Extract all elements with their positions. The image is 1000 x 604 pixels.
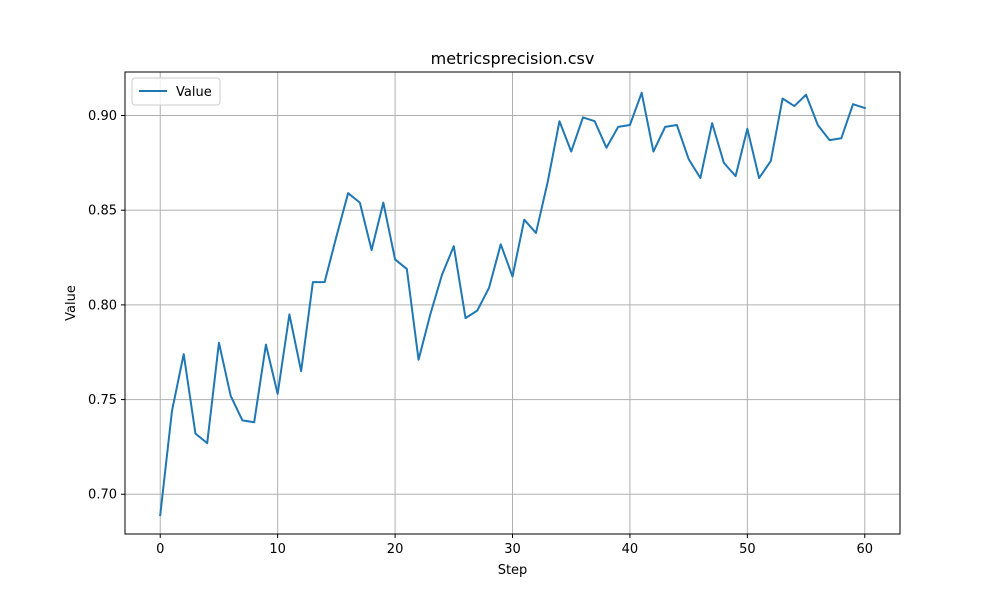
x-tick-label: 40: [622, 542, 639, 557]
x-tick-label: 60: [856, 542, 873, 557]
x-tick-label: 50: [739, 542, 756, 557]
y-tick-label: 0.75: [88, 393, 117, 408]
x-tick-label: 10: [269, 542, 286, 557]
y-tick-label: 0.90: [88, 109, 117, 124]
x-tick-label: 30: [504, 542, 521, 557]
legend: Value: [131, 77, 221, 106]
grid: [125, 72, 900, 534]
y-tick-label: 0.80: [88, 298, 117, 313]
legend-box: [131, 77, 221, 106]
x-axis-label: Step: [498, 563, 528, 578]
y-tick-label: 0.85: [88, 204, 117, 219]
series-layer: [159, 91, 867, 517]
y-tick-label: 0.70: [88, 488, 117, 503]
x-tick-label: 0: [156, 542, 164, 557]
x-tick-label: 20: [387, 542, 404, 557]
series-line-value: [159, 91, 867, 517]
y-axis-label: Value: [64, 285, 79, 321]
chart-title: metricsprecision.csv: [431, 49, 595, 68]
ticks: 0 10 20 30 40 50 60 0.70 0.75 0.80 0.85 0.90: [88, 109, 873, 557]
legend-label: Value: [176, 85, 212, 100]
